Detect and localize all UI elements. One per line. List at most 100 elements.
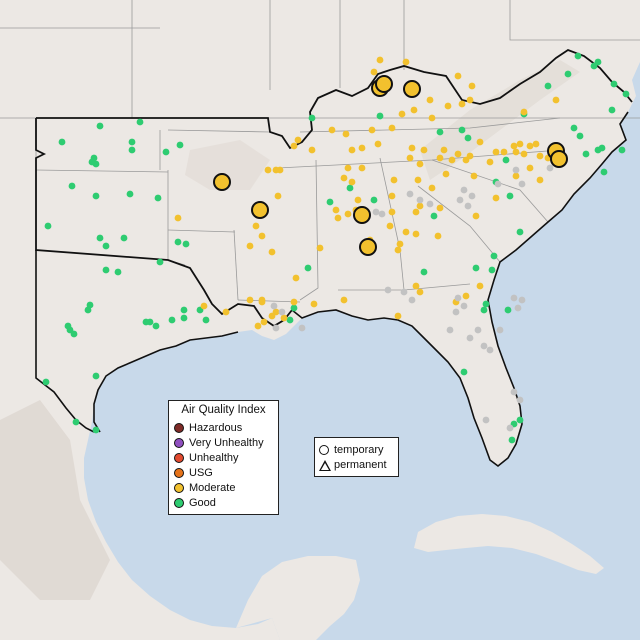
monitor-point	[490, 252, 498, 260]
monitor-point	[416, 288, 424, 296]
monitor-point	[462, 156, 470, 164]
monitor-point	[388, 192, 396, 200]
monitor-point	[368, 126, 376, 134]
circle-icon	[319, 445, 329, 455]
temporary-monitor-marker	[213, 173, 231, 191]
monitor-point	[308, 146, 316, 154]
temporary-monitor-marker	[251, 201, 269, 219]
temporary-monitor-marker	[550, 150, 568, 168]
temporary-monitor-marker	[353, 206, 371, 224]
monitor-point	[516, 396, 524, 404]
terrain-shading-mexico	[0, 400, 110, 600]
monitor-point	[458, 126, 466, 134]
monitor-point	[526, 164, 534, 172]
monitor-type-legend: temporary permanent	[314, 437, 399, 477]
monitor-point	[480, 306, 488, 314]
monitor-point	[246, 296, 254, 304]
monitor-point	[182, 240, 190, 248]
monitor-point	[326, 198, 334, 206]
monitor-point	[290, 298, 298, 306]
monitor-point	[388, 124, 396, 132]
monitor-point	[316, 244, 324, 252]
monitor-point	[476, 138, 484, 146]
monitor-point	[464, 202, 472, 210]
monitor-point	[458, 100, 466, 108]
monitor-point	[68, 182, 76, 190]
monitor-point	[492, 194, 500, 202]
monitor-point	[428, 184, 436, 192]
monitor-point	[180, 306, 188, 314]
legend-title: Air Quality Index	[181, 404, 266, 416]
texas-coast-outline	[93, 331, 239, 433]
monitor-point	[492, 148, 500, 156]
monitor-point	[466, 334, 474, 342]
monitor-point	[546, 164, 554, 172]
monitor-point	[202, 316, 210, 324]
monitor-point	[594, 146, 602, 154]
monitor-point	[512, 148, 520, 156]
moderate-swatch	[174, 483, 184, 493]
monitor-point	[516, 228, 524, 236]
monitor-point	[436, 204, 444, 212]
monitor-point	[390, 176, 398, 184]
monitor-point	[512, 172, 520, 180]
monitor-point	[96, 234, 104, 242]
monitor-point	[508, 436, 516, 444]
monitor-point	[600, 168, 608, 176]
monitor-point	[174, 214, 182, 222]
monitor-point	[328, 126, 336, 134]
good-swatch	[174, 498, 184, 508]
legend-label: USG	[189, 467, 213, 479]
monitor-point	[464, 134, 472, 142]
temporary-label: temporary	[334, 444, 384, 456]
monitor-point	[258, 296, 266, 304]
monitor-point	[610, 80, 618, 88]
monitor-point	[470, 172, 478, 180]
monitor-point	[96, 122, 104, 130]
monitor-point	[480, 342, 488, 350]
monitor-point	[298, 324, 306, 332]
unhealthy-swatch	[174, 453, 184, 463]
monitor-point	[446, 326, 454, 334]
legend-label: Good	[189, 497, 216, 509]
monitor-point	[310, 300, 318, 308]
monitor-point	[462, 292, 470, 300]
monitor-point	[486, 158, 494, 166]
monitor-point	[376, 56, 384, 64]
monitor-point	[510, 142, 518, 150]
coast-outline	[291, 111, 629, 468]
monitor-point	[378, 210, 386, 218]
monitor-point	[510, 388, 518, 396]
monitor-point	[440, 146, 448, 154]
monitor-point	[278, 308, 286, 316]
monitor-point	[126, 190, 134, 198]
monitor-point	[340, 174, 348, 182]
legend-item-permanent: permanent	[319, 458, 387, 472]
monitor-point	[460, 302, 468, 310]
monitor-point	[486, 346, 494, 354]
monitor-point	[264, 166, 272, 174]
monitor-point	[270, 302, 278, 310]
monitor-point	[398, 110, 406, 118]
monitor-point	[88, 158, 96, 166]
monitor-point	[516, 416, 524, 424]
monitor-point	[618, 146, 626, 154]
triangle-icon	[319, 459, 331, 471]
monitor-point	[426, 200, 434, 208]
monitor-point	[386, 222, 394, 230]
monitor-point	[520, 150, 528, 158]
monitor-point	[374, 140, 382, 148]
monitor-point	[258, 232, 266, 240]
monitor-point	[384, 286, 392, 294]
legend-label: Unhealthy	[189, 452, 239, 464]
monitor-point	[402, 228, 410, 236]
monitor-point	[426, 96, 434, 104]
monitor-point	[494, 180, 502, 188]
monitor-point	[416, 160, 424, 168]
monitor-point	[468, 192, 476, 200]
monitor-point	[92, 372, 100, 380]
monitor-point	[276, 166, 284, 174]
monitor-point	[84, 306, 92, 314]
monitor-point	[394, 312, 402, 320]
